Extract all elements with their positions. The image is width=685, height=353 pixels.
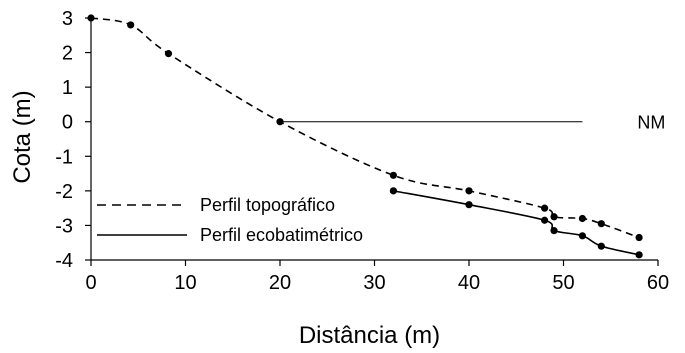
data-point-ecobatimetrico bbox=[578, 232, 587, 240]
x-tick-label: 30 bbox=[363, 272, 385, 294]
y-tick-label: 0 bbox=[62, 112, 73, 134]
x-tick-label: 0 bbox=[85, 272, 96, 294]
x-tick-label: 20 bbox=[269, 272, 291, 294]
nm-label: NM bbox=[637, 113, 665, 133]
y-tick-label: -1 bbox=[55, 146, 73, 168]
x-tick-label: 50 bbox=[552, 272, 574, 294]
y-tick-label: -3 bbox=[55, 215, 73, 237]
y-tick-label: 1 bbox=[62, 77, 73, 99]
data-point-ecobatimetrico bbox=[597, 242, 605, 250]
legend: Perfil topográfico Perfil ecobatimétrico bbox=[97, 195, 363, 245]
data-point-topografico bbox=[550, 213, 558, 221]
x-axis-title: Distância (m) bbox=[299, 322, 440, 349]
data-point-topografico bbox=[276, 118, 284, 126]
y-axis-title: Cota (m) bbox=[9, 90, 36, 183]
legend-label-ecobatimetrico: Perfil ecobatimétrico bbox=[200, 225, 363, 245]
data-point-topografico bbox=[541, 204, 549, 212]
data-point-ecobatimetrico bbox=[465, 201, 473, 209]
data-point-topografico bbox=[465, 187, 473, 195]
data-point-topografico bbox=[127, 21, 135, 29]
data-point-ecobatimetrico bbox=[635, 251, 643, 259]
data-point-topografico bbox=[635, 233, 643, 242]
y-tick-label: -4 bbox=[55, 250, 73, 272]
data-point-topografico bbox=[87, 14, 95, 22]
legend-label-topografico: Perfil topográfico bbox=[200, 195, 335, 215]
y-tick-label: 3 bbox=[62, 8, 73, 30]
y-tick-label: -2 bbox=[55, 181, 73, 203]
x-tick-label: 40 bbox=[458, 272, 480, 294]
x-tick-label: 10 bbox=[174, 272, 196, 294]
data-point-ecobatimetrico bbox=[541, 216, 549, 224]
x-tick-label: 60 bbox=[647, 272, 669, 294]
y-tick-label: 2 bbox=[62, 43, 73, 65]
data-point-ecobatimetrico bbox=[389, 187, 397, 195]
series-group bbox=[87, 14, 643, 259]
data-point-topografico bbox=[389, 171, 397, 179]
data-point-topografico bbox=[164, 50, 173, 58]
data-point-topografico bbox=[597, 220, 605, 228]
nm-reference-group: NM bbox=[280, 113, 665, 133]
data-point-ecobatimetrico bbox=[550, 227, 558, 235]
data-point-topografico bbox=[578, 214, 587, 223]
